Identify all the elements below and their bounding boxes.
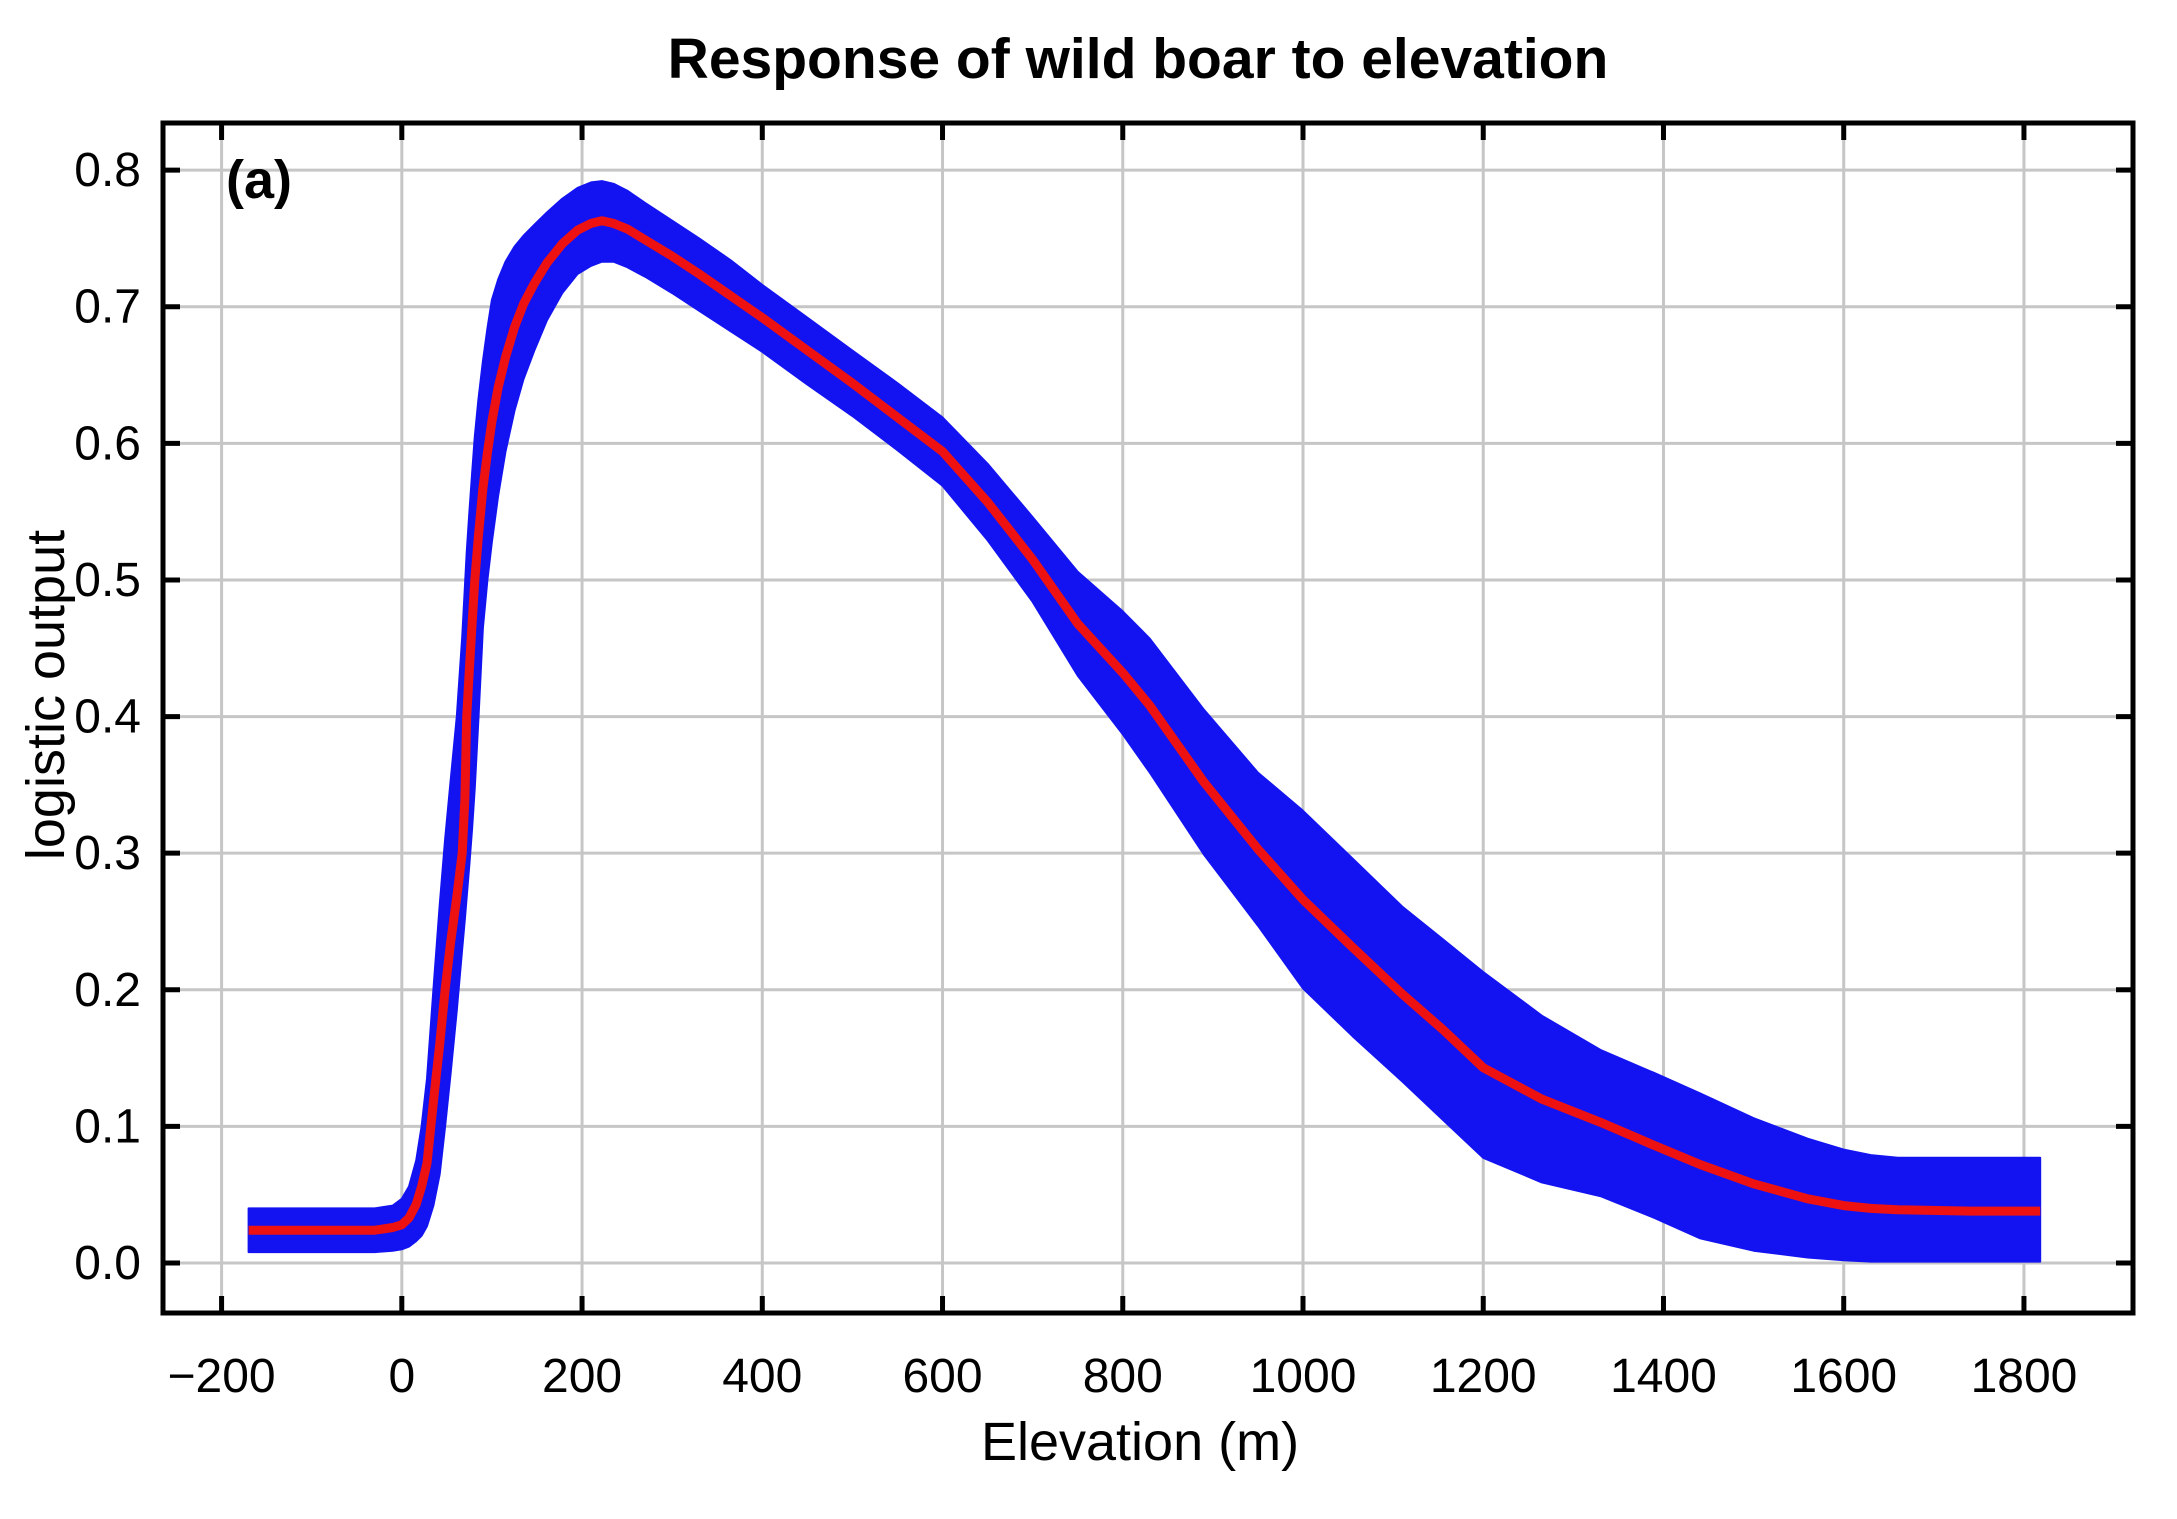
x-tick-label: 1400 [1610, 1350, 1717, 1403]
x-tick-label: 1200 [1430, 1350, 1537, 1403]
y-tick-label: 0.8 [74, 144, 141, 197]
axis-ticks [163, 123, 2133, 1313]
x-axis-title: Elevation (m) [981, 1412, 1299, 1472]
chart-title: Response of wild boar to elevation [668, 27, 1609, 91]
x-tick-label: 200 [542, 1350, 622, 1403]
y-tick-label: 0.7 [74, 281, 141, 334]
x-tick-label: 1600 [1790, 1350, 1897, 1403]
x-tick-label: −200 [168, 1350, 276, 1403]
data-series [247, 180, 2042, 1263]
y-tick-label: 0.4 [74, 691, 141, 744]
y-tick-label: 0.5 [74, 554, 141, 607]
y-tick-label: 0.6 [74, 417, 141, 470]
tick-labels: −200 0 200 400 600 800 1000 1200 1400 1600 1800 0.0… [74, 144, 2077, 1403]
x-tick-label: 600 [902, 1350, 982, 1403]
y-tick-label: 0.0 [74, 1237, 141, 1290]
y-tick-label: 0.2 [74, 964, 141, 1017]
gridlines [163, 123, 2133, 1313]
confidence-band [247, 180, 2042, 1263]
x-tick-label: 1000 [1250, 1350, 1357, 1403]
y-tick-label: 0.3 [74, 827, 141, 880]
panel-label: (a) [226, 150, 292, 210]
x-tick-label: 0 [388, 1350, 415, 1403]
x-tick-label: 800 [1083, 1350, 1163, 1403]
y-tick-label: 0.1 [74, 1100, 141, 1153]
mean-response-line [248, 216, 2041, 1235]
x-tick-label: 1800 [1971, 1350, 2078, 1403]
x-tick-label: 400 [722, 1350, 802, 1403]
y-axis-title: logistic output [16, 530, 76, 860]
